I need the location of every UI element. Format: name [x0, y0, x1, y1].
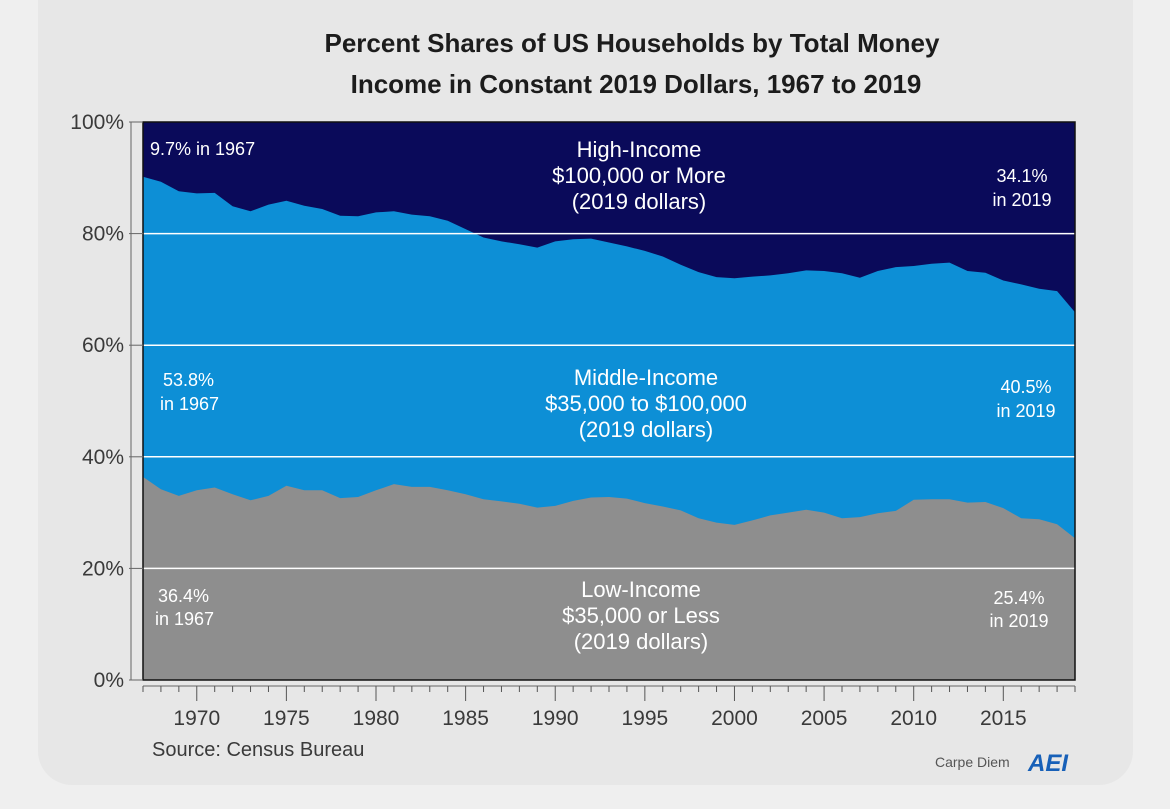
x-tick-label: 1990 [532, 707, 579, 730]
brand-text: Carpe Diem [935, 754, 1010, 770]
y-tick-label: 40% [82, 446, 124, 469]
middle-income-label: Middle-Income [574, 365, 718, 390]
y-axis: 0% 20% 40% 60% 80% 100% [70, 111, 143, 692]
gridlines [143, 232, 1075, 570]
low-income-range: $35,000 or Less [562, 603, 720, 628]
y-tick-label: 80% [82, 223, 124, 246]
high-income-end-value: 34.1% [996, 166, 1047, 186]
middle-income-end-year: in 2019 [996, 401, 1055, 421]
x-tick-label: 1980 [353, 707, 400, 730]
high-income-start-label: 9.7% in 1967 [150, 139, 255, 159]
x-tick-label: 1995 [621, 707, 668, 730]
low-income-start-value: 36.4% [158, 586, 209, 606]
middle-income-end-value: 40.5% [1000, 377, 1051, 397]
aei-logo-text: AEI [1027, 750, 1069, 777]
low-income-label: Low-Income [581, 577, 701, 602]
y-tick-label: 60% [82, 334, 124, 357]
high-income-range: $100,000 or More [552, 163, 726, 188]
low-income-note: (2019 dollars) [574, 629, 709, 654]
y-tick-label: 0% [94, 669, 124, 692]
low-income-area [143, 476, 1075, 680]
source-note: Source: Census Bureau [152, 739, 364, 761]
low-income-end-year: in 2019 [989, 611, 1048, 631]
high-income-label: High-Income [577, 137, 702, 162]
x-tick-label: 2015 [980, 707, 1027, 730]
y-tick-label: 20% [82, 557, 124, 580]
middle-income-range: $35,000 to $100,000 [545, 391, 747, 416]
middle-income-start-year: in 1967 [160, 394, 219, 414]
low-income-end-value: 25.4% [993, 588, 1044, 608]
high-income-note: (2019 dollars) [572, 189, 707, 214]
x-tick-label: 2005 [801, 707, 848, 730]
chart-title-line2: Income in Constant 2019 Dollars, 1967 to… [351, 69, 922, 99]
plot-area [142, 121, 1076, 681]
low-income-start-year: in 1967 [155, 609, 214, 629]
x-tick-label: 1985 [442, 707, 489, 730]
x-tick-label: 1975 [263, 707, 310, 730]
x-tick-label: 2010 [890, 707, 937, 730]
high-income-end-year: in 2019 [992, 190, 1051, 210]
middle-income-start-value: 53.8% [163, 370, 214, 390]
x-tick-label: 1970 [173, 707, 220, 730]
chart-title-line1: Percent Shares of US Households by Total… [325, 28, 941, 58]
aei-logo: Carpe Diem AEI [935, 750, 1069, 777]
x-tick-label: 2000 [711, 707, 758, 730]
x-axis: 1970 1975 1980 1985 1990 1995 2000 2005 2010 2015 [142, 685, 1076, 730]
middle-income-note: (2019 dollars) [579, 417, 714, 442]
plot-border [142, 121, 1076, 681]
y-tick-label: 100% [70, 111, 124, 134]
